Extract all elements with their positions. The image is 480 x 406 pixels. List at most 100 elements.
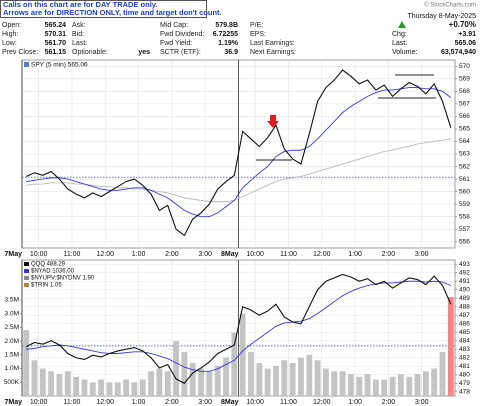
y-tick-label: 567 xyxy=(459,101,470,108)
volume-bar xyxy=(64,371,71,396)
field-label: Ask: xyxy=(72,22,86,29)
field-label: High: xyxy=(2,31,18,38)
field-label: Next Earnings: xyxy=(250,49,296,56)
y-tick-label: 480 xyxy=(459,371,470,378)
price-line xyxy=(25,69,452,237)
y-tick-label: 564 xyxy=(459,138,470,145)
x-tick-label: 3:00 xyxy=(415,251,429,258)
x-tick-label: 2:00 xyxy=(165,251,179,258)
volume-bar xyxy=(164,371,171,396)
field-label: Optionable: xyxy=(72,49,108,56)
legend-item: $NYAD 1036.00 xyxy=(31,269,75,275)
y-tick-label: 562 xyxy=(459,163,470,170)
field-value: 579.8B xyxy=(215,22,238,29)
volume-bar xyxy=(39,368,46,396)
y-tick-label: 483 xyxy=(459,346,470,353)
volume-bar xyxy=(173,341,179,396)
field-label: Last Earnings: xyxy=(250,40,295,47)
y-tick-label: 557 xyxy=(459,226,470,233)
x-tick-label: 3:00 xyxy=(198,251,212,258)
y-tick-label: 487 xyxy=(459,312,470,319)
x-tick-label: 12:00 xyxy=(313,251,331,258)
volume-bar xyxy=(447,297,454,396)
y-tick-label: 565 xyxy=(459,126,470,133)
volume-bar xyxy=(156,368,163,396)
legend-item: $TRIN 1.05 xyxy=(31,283,62,289)
volume-bar xyxy=(198,368,204,396)
volume-bar xyxy=(314,360,321,396)
x-tick-label: 12:00 xyxy=(97,399,115,406)
volume-bar xyxy=(323,368,329,396)
y-tick-label: 556 xyxy=(459,238,470,245)
y-tick-label: 559 xyxy=(459,201,470,208)
x-tick-label: 2:00 xyxy=(165,399,179,406)
volume-bar xyxy=(364,374,371,396)
volume: 63,574,940 xyxy=(441,49,476,56)
y-tick-label: 479 xyxy=(459,380,470,387)
volume-bar xyxy=(189,363,196,396)
x-tick-label: 2:00 xyxy=(382,251,396,258)
y-tick-label: 568 xyxy=(459,88,470,95)
volume-bar xyxy=(98,379,105,396)
volume-bar xyxy=(298,357,304,396)
volume-bar xyxy=(206,371,213,396)
volume-bar xyxy=(414,374,421,396)
volume-bar xyxy=(389,376,396,396)
field-label: Prev Close: xyxy=(2,49,38,56)
volume-bar xyxy=(231,332,238,396)
y-tick-label: 481 xyxy=(459,363,470,370)
x-tick-label: 1:00 xyxy=(132,251,146,258)
field-label: Mid Cap: xyxy=(160,22,188,29)
y-tick-label: 493 xyxy=(459,261,470,268)
y-tick-label: 560 xyxy=(459,188,470,195)
field-value: 6.72255 xyxy=(213,31,238,38)
y-tick-label: 492 xyxy=(459,269,470,276)
x-tick-label: 12:00 xyxy=(97,251,115,258)
x-tick-label: 11:00 xyxy=(63,251,80,258)
y-tick-label: 485 xyxy=(459,329,470,336)
field-value: 565.24 xyxy=(45,22,67,29)
volume-bar xyxy=(239,313,246,396)
volume-bar xyxy=(306,354,313,396)
volume-bar xyxy=(148,371,154,396)
volume-bar xyxy=(73,376,80,396)
field-label: EPS: xyxy=(250,31,266,38)
volume-bar xyxy=(81,379,88,396)
field-value: yes xyxy=(138,49,150,56)
volume-bar xyxy=(289,363,296,396)
volume-bar xyxy=(248,352,254,396)
y-tick-label: 570 xyxy=(459,63,470,70)
volume-bar xyxy=(131,382,138,396)
chart-title: SPY (5 min) 565.06 xyxy=(31,62,88,69)
volume-bar xyxy=(372,379,379,396)
y2-tick-label: 3.0M xyxy=(5,310,19,317)
quote-table: Open: 565.24 Ask: Mid Cap: 579.8B P/E: High: 57… xyxy=(2,22,296,56)
volume-bar xyxy=(23,330,30,396)
field-value: 561.15 xyxy=(45,49,67,56)
y-tick-label: 558 xyxy=(459,213,470,220)
volume-bar xyxy=(56,374,63,396)
last: 565.06 xyxy=(455,40,477,47)
x-tick-label: 7May xyxy=(4,399,22,406)
volume-bar xyxy=(356,376,363,396)
x-tick-label: 12:00 xyxy=(313,399,331,406)
volume-bar xyxy=(181,352,188,396)
x-tick-label: 10:00 xyxy=(30,251,48,258)
y-tick-label: 486 xyxy=(459,320,470,327)
x-tick-label: 1:00 xyxy=(348,251,362,258)
x-tick-label: 8May xyxy=(221,251,239,258)
field-value: 36.9 xyxy=(224,49,238,56)
field-label: Fwd Yield: xyxy=(160,40,192,47)
date: Thursday 8-May-2025 xyxy=(408,13,477,20)
site-credit: © StockCharts.com xyxy=(424,2,476,9)
volume-bar xyxy=(331,371,338,396)
x-tick-label: 8May xyxy=(221,399,239,406)
y2-tick-label: 1.0M xyxy=(5,365,19,372)
volume-bar xyxy=(406,376,413,396)
field-value: 570.31 xyxy=(45,31,67,38)
volume-bar xyxy=(139,379,146,396)
x-tick-label: 10:00 xyxy=(246,399,264,406)
volume-bar xyxy=(347,374,354,396)
x-tick-label: 1:00 xyxy=(348,399,362,406)
